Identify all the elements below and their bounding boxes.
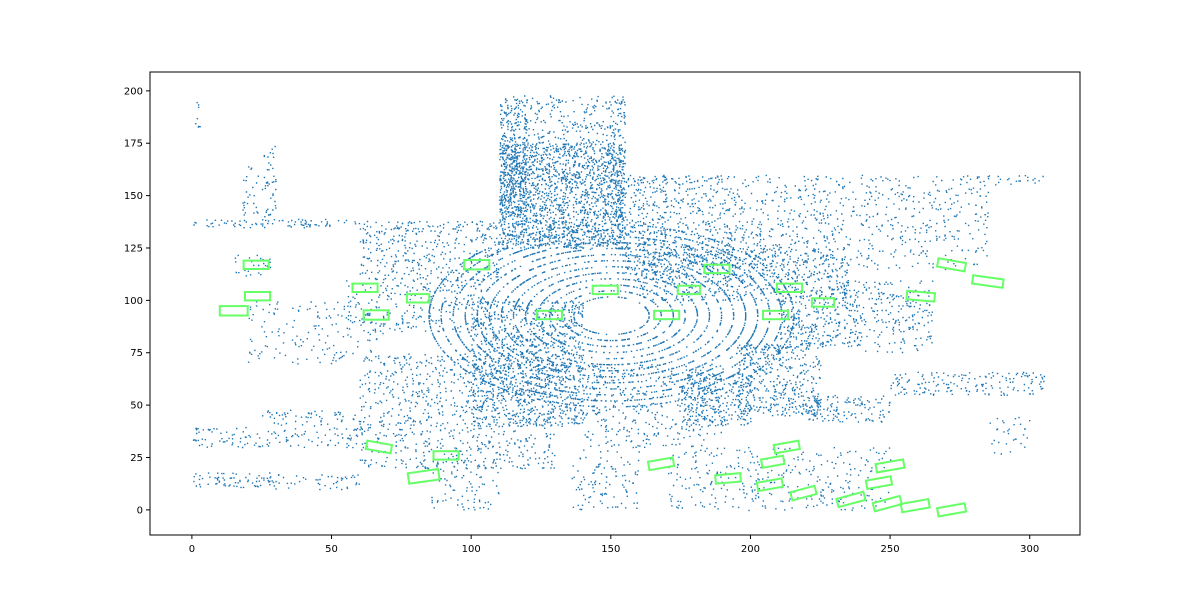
bounding-box [772, 439, 801, 455]
y-tick-label: 100 [124, 296, 143, 307]
bounding-box [935, 502, 968, 518]
plot-frame [149, 71, 1081, 536]
x-tick-label: 0 [189, 544, 195, 555]
bounding-box [899, 497, 931, 514]
bounding-box [703, 263, 731, 275]
bounding-box [759, 454, 786, 469]
bounding-box [970, 274, 1005, 289]
x-axis: 0 50 100 150 200 250 300 [189, 535, 1039, 555]
x-tick-label: 100 [462, 544, 481, 555]
x-tick-label: 200 [741, 544, 760, 555]
y-axis: 0 25 50 75 100 125 150 175 200 [124, 86, 150, 516]
point-cloud [192, 95, 1045, 512]
bounding-box [935, 257, 968, 273]
bounding-box [864, 475, 894, 491]
bounding-box [653, 309, 681, 321]
bounding-box [905, 289, 937, 303]
bounding-box [762, 309, 790, 321]
y-tick-label: 200 [124, 86, 143, 97]
x-tick-label: 300 [1020, 544, 1039, 555]
bounding-box [871, 494, 904, 513]
y-tick-label: 125 [124, 243, 143, 254]
bounding-box [810, 297, 836, 308]
bounding-box [432, 450, 460, 461]
y-tick-label: 175 [124, 139, 143, 150]
bounding-box [244, 291, 272, 302]
bounding-box [714, 472, 743, 485]
bounding-box [776, 282, 804, 294]
y-tick-label: 50 [130, 401, 143, 412]
bounding-box [405, 293, 431, 304]
bounding-box [242, 259, 270, 271]
bounding-box [406, 467, 441, 485]
bounding-box [835, 490, 867, 509]
bounding-box [351, 282, 379, 294]
detection-boxes [218, 257, 1005, 518]
x-tick-label: 250 [881, 544, 900, 555]
y-tick-label: 25 [130, 453, 143, 464]
bounding-box [755, 477, 785, 493]
x-tick-label: 50 [325, 544, 338, 555]
bounding-box [874, 458, 906, 474]
y-tick-label: 150 [124, 191, 143, 202]
point-markers [192, 95, 1045, 512]
bounding-box [362, 309, 390, 321]
bounding-box [676, 284, 702, 296]
bounding-box [364, 439, 394, 455]
bounding-box [789, 484, 818, 502]
bounding-box [591, 284, 619, 296]
y-tick-label: 0 [137, 505, 143, 516]
bounding-box [218, 305, 249, 317]
y-tick-label: 75 [130, 348, 143, 359]
x-tick-label: 150 [601, 544, 620, 555]
bounding-box [535, 309, 563, 321]
bounding-box [646, 456, 676, 472]
bounding-box [463, 259, 491, 271]
